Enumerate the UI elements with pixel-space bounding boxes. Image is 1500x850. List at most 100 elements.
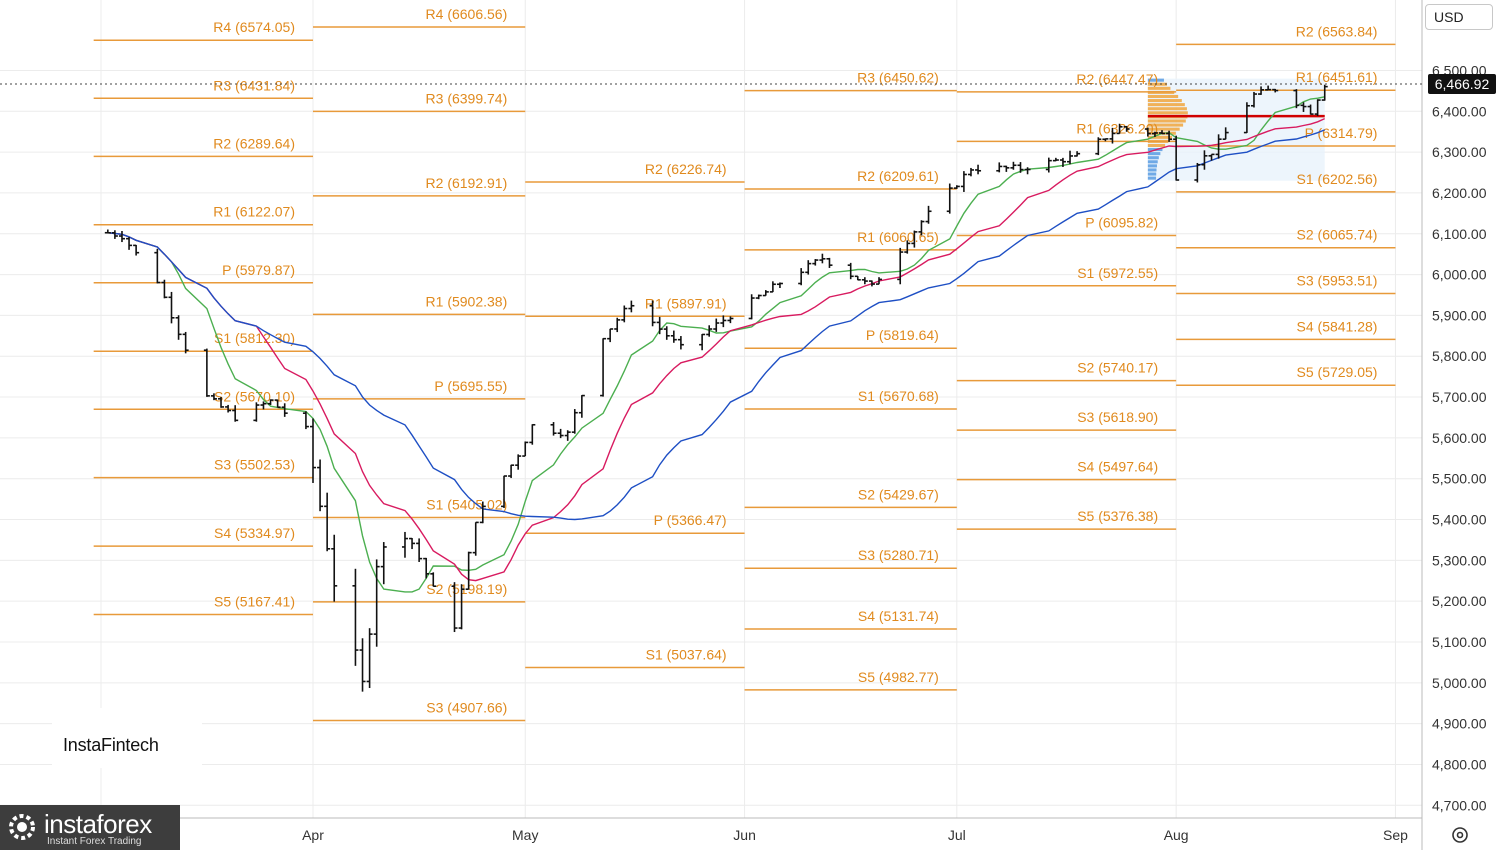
ohlc-bar xyxy=(670,330,677,343)
ohlc-bar xyxy=(359,638,366,692)
ohlc-bar xyxy=(1272,88,1279,93)
ohlc-bar xyxy=(571,409,578,434)
ohlc-bar xyxy=(578,394,585,418)
ohlc-bar xyxy=(663,326,670,340)
y-tick-label: 5,300.00 xyxy=(1432,552,1487,568)
ohlc-bar xyxy=(1300,102,1307,112)
pivot-label-s3: S3 (4907.66) xyxy=(426,700,507,716)
profile-bin xyxy=(1147,99,1182,103)
y-tick-label: 6,000.00 xyxy=(1432,267,1487,283)
ohlc-bar xyxy=(868,280,875,287)
pivot-label-r1: R1 (5902.38) xyxy=(426,293,508,309)
ohlc-bar xyxy=(904,240,911,254)
ohlc-bar xyxy=(126,237,133,250)
ohlc-bar xyxy=(805,260,812,275)
pivot-label-r3: R3 (6450.62) xyxy=(857,70,939,86)
pivot-label-s2: S2 (5429.67) xyxy=(858,486,939,502)
ohlc-bar xyxy=(996,162,1003,173)
pivot-label-s4: S4 (5131.74) xyxy=(858,608,939,624)
ohlc-bar xyxy=(168,291,175,324)
ohlc-bar xyxy=(1208,153,1215,161)
pivot-label-s2: S2 (5670.10) xyxy=(214,388,295,404)
ohlc-bar xyxy=(762,290,769,297)
currency-select[interactable]: USD xyxy=(1425,4,1493,30)
ohlc-bar xyxy=(1052,157,1059,162)
ohlc-bar xyxy=(253,402,260,422)
ohlc-bar xyxy=(755,294,762,300)
pivot-label-s1: S1 (5405.02) xyxy=(426,496,507,512)
ohlc-bar xyxy=(210,393,217,401)
pivot-label-r1: R1 (5897.91) xyxy=(645,295,727,311)
pivot-label-s3: S3 (5502.53) xyxy=(214,457,295,473)
ohlc-bar xyxy=(812,259,819,266)
pivot-label-s3: S3 (5280.71) xyxy=(858,547,939,563)
ohlc-bar xyxy=(423,557,430,579)
pivot-label-s2: S2 (5740.17) xyxy=(1077,360,1158,376)
ohlc-bar xyxy=(472,521,479,556)
pivot-label-r4: R4 (6574.05) xyxy=(213,19,295,35)
profile-bin xyxy=(1147,164,1157,168)
ohlc-bar xyxy=(656,316,663,335)
ohlc-bar xyxy=(1258,86,1265,95)
pivot-label-s1: S1 (5670.68) xyxy=(858,388,939,404)
ohlc-bar xyxy=(232,405,239,422)
profile-bin xyxy=(1147,176,1157,180)
ohlc-bar xyxy=(876,277,882,285)
pivot-label-r2: R2 (6226.74) xyxy=(645,161,727,177)
instaforex-logo-icon xyxy=(9,814,35,840)
pivot-label-r2: R2 (6192.91) xyxy=(426,175,508,191)
ohlc-bar xyxy=(352,568,359,666)
profile-bin xyxy=(1147,135,1172,139)
last-price-tag: 6,466.92 xyxy=(1428,74,1496,94)
ohlc-bar xyxy=(677,336,684,350)
pivot-label-s1: S1 (5972.55) xyxy=(1077,265,1158,281)
ohlc-bar xyxy=(600,337,607,397)
ohlc-bar xyxy=(1243,102,1250,134)
ohlc-bar xyxy=(861,277,868,285)
ohlc-bar xyxy=(409,537,416,550)
ohlc-bar xyxy=(260,401,267,410)
ohlc-bar xyxy=(154,248,161,284)
pivot-label-r2: R2 (6563.84) xyxy=(1296,23,1378,39)
ohlc-bar xyxy=(918,220,925,236)
ohlc-bar xyxy=(479,501,486,524)
ohlc-bar xyxy=(1003,165,1010,172)
ohlc-bar xyxy=(324,492,331,552)
ohlc-bar xyxy=(720,315,727,328)
pivot-label-p: P (6314.79) xyxy=(1305,125,1378,141)
ohlc-bar xyxy=(628,300,635,313)
pivot-label-s4: S4 (5841.28) xyxy=(1297,318,1378,334)
ohlc-bar xyxy=(967,167,974,177)
x-tick-label: Sep xyxy=(1383,827,1408,843)
ohlc-bar xyxy=(465,551,472,590)
moving-average-line-1 xyxy=(107,96,1325,593)
ohlc-bar xyxy=(302,411,309,430)
pivot-label-s2: S2 (6065.74) xyxy=(1297,227,1378,243)
y-tick-label: 6,200.00 xyxy=(1432,185,1487,201)
ohlc-bar xyxy=(501,475,508,508)
ohlc-bar xyxy=(1314,99,1321,116)
ohlc-bar xyxy=(1222,127,1229,140)
ohlc-bar xyxy=(1059,157,1066,167)
pivot-label-s1: S1 (5037.64) xyxy=(646,646,727,662)
ohlc-bar xyxy=(175,315,182,340)
ohlc-bar xyxy=(317,459,324,512)
ohlc-bar xyxy=(416,538,423,562)
ohlc-bar xyxy=(649,300,656,327)
y-tick-label: 6,100.00 xyxy=(1432,226,1487,242)
settings-gear-icon[interactable] xyxy=(1449,824,1471,846)
ohlc-bar xyxy=(111,230,118,239)
pivot-label-r1: R1 (6451.61) xyxy=(1296,69,1378,85)
pivot-label-p: P (6095.82) xyxy=(1085,214,1158,230)
profile-bin xyxy=(1147,152,1161,156)
pivot-label-p: P (5979.87) xyxy=(222,262,295,278)
y-tick-label: 6,300.00 xyxy=(1432,144,1487,160)
y-tick-label: 5,100.00 xyxy=(1432,634,1487,650)
ohlc-bar xyxy=(621,305,628,323)
pivot-label-s4: S4 (5334.97) xyxy=(214,525,295,541)
pivot-levels: R4 (6574.05) R3 (6431.84) R2 (6289.64) R1 (… xyxy=(93,6,1396,722)
x-tick-label: May xyxy=(512,827,538,843)
pivot-label-r3: R3 (6399.74) xyxy=(426,90,508,106)
ohlc-bar xyxy=(430,572,437,588)
